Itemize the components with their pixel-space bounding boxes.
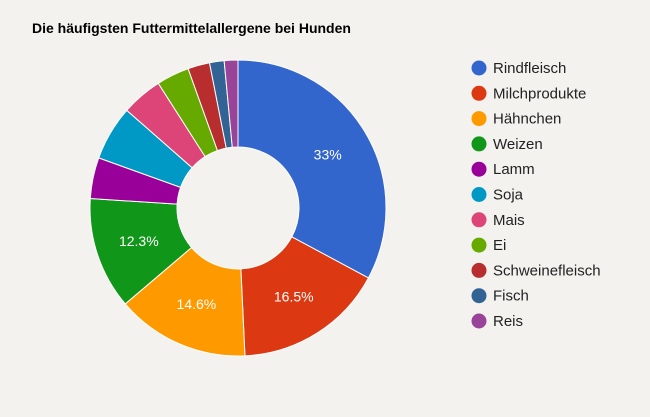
slice-reis[interactable]: [223, 59, 239, 148]
legend-label: Weizen: [493, 136, 543, 153]
legend-marker: [471, 262, 487, 278]
legend-item-milchprodukte[interactable]: Milchprodukte: [471, 85, 587, 102]
legend-marker: [471, 313, 487, 329]
slice-milchprodukte[interactable]: [240, 236, 370, 357]
legend-marker: [471, 136, 487, 152]
legend-marker: [471, 85, 487, 101]
legend-label: Ei: [493, 237, 506, 254]
legend-item-rindfleisch[interactable]: Rindfleisch: [471, 60, 567, 77]
slice-haehnchen[interactable]: [124, 246, 246, 357]
legend-item-soja[interactable]: Soja: [471, 187, 524, 204]
legend-marker: [471, 161, 487, 177]
legend-item-weizen[interactable]: Weizen: [471, 136, 543, 153]
legend-item-reis[interactable]: Reis: [471, 313, 524, 330]
legend-label: Reis: [493, 313, 523, 330]
legend-item-mais[interactable]: Mais: [471, 212, 525, 229]
legend-label: Schweinefleisch: [493, 262, 601, 279]
legend-marker: [471, 60, 487, 76]
legend-marker: [471, 237, 487, 253]
legend-label: Hähnchen: [493, 111, 561, 128]
legend-marker: [471, 111, 487, 127]
chart-title: Die häufigsten Futtermittelallergene bei…: [32, 20, 351, 36]
slice-label-weizen: 12.3%: [119, 233, 159, 249]
legend-item-haehnchen[interactable]: Hähnchen: [471, 111, 562, 128]
legend: Rindfleisch Milchprodukte Hähnchen Weizen La…: [471, 60, 601, 330]
legend-marker: [471, 288, 487, 304]
slice-label-milchprodukte: 16.5%: [274, 288, 314, 304]
legend-item-lamm[interactable]: Lamm: [471, 161, 535, 178]
slice-rindfleisch[interactable]: [237, 59, 387, 279]
legend-label: Mais: [493, 212, 525, 229]
legend-item-fisch[interactable]: Fisch: [471, 288, 529, 305]
legend-label: Lamm: [493, 161, 535, 178]
legend-label: Soja: [493, 187, 524, 204]
donut-slices: [89, 59, 387, 357]
slice-label-rindfleisch: 33%: [314, 146, 342, 162]
slice-label-haehnchen: 14.6%: [177, 296, 217, 312]
legend-label: Fisch: [493, 288, 529, 305]
legend-label: Rindfleisch: [493, 60, 566, 77]
legend-item-ei[interactable]: Ei: [471, 237, 507, 254]
legend-marker: [471, 187, 487, 202]
slice-labels: 33% 16.5% 14.6% 12.3%: [119, 146, 342, 312]
legend-label: Milchprodukte: [493, 85, 586, 102]
legend-marker: [471, 212, 487, 228]
legend-item-schweinefleisch[interactable]: Schweinefleisch: [471, 262, 601, 279]
